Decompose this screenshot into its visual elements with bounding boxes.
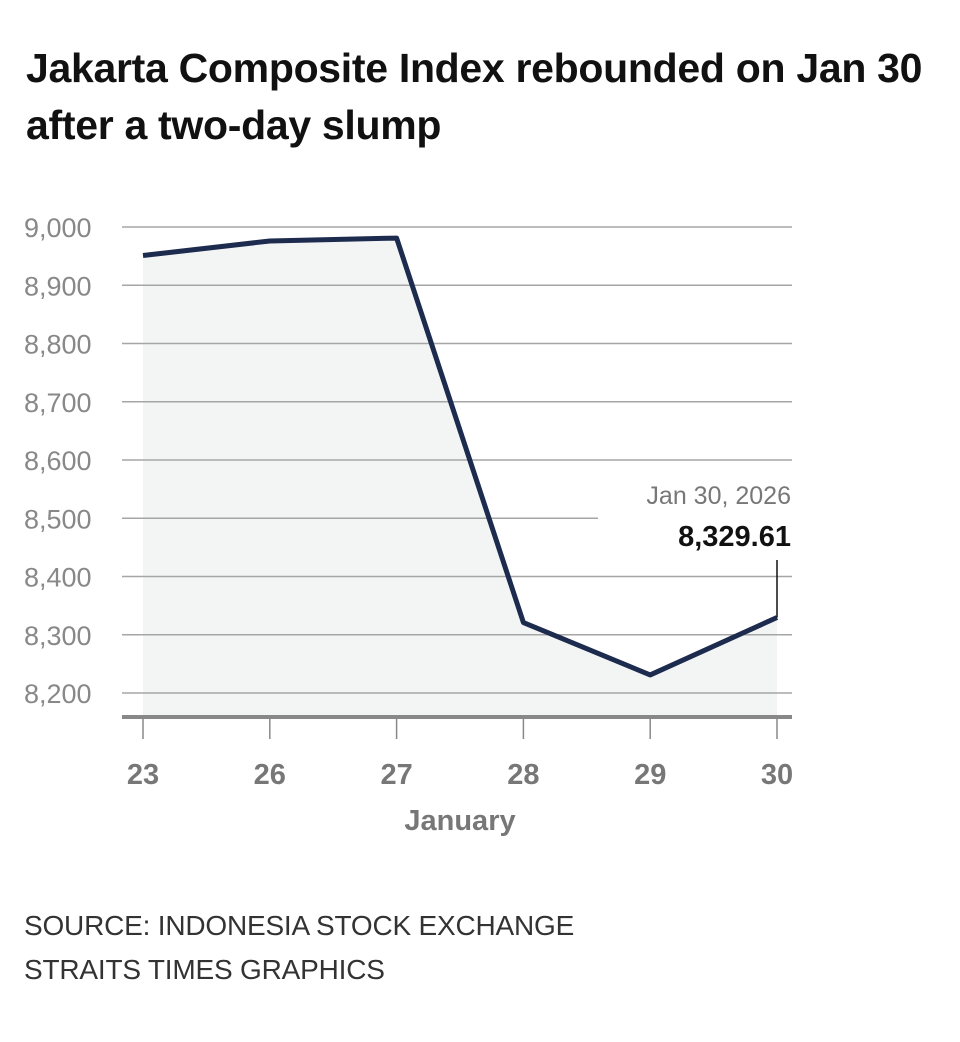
credit-note: STRAITS TIMES GRAPHICS [24,954,385,985]
y-tick-label: 8,700 [24,388,92,418]
y-tick-label: 9,000 [24,213,92,243]
y-tick-label: 8,900 [24,271,92,301]
x-tick-label: 28 [507,759,539,791]
x-tick-label: 27 [380,759,412,791]
x-tick-label: 30 [761,759,793,791]
source-note: SOURCE: INDONESIA STOCK EXCHANGE [24,910,575,941]
x-axis-title: January [404,805,515,837]
chart-title: Jakarta Composite Index rebounded on Jan… [26,45,923,148]
y-tick-label: 8,800 [24,330,92,360]
annotation-date: Jan 30, 2026 [646,482,791,510]
annotation-value: 8,329.61 [678,521,791,553]
x-tick-label: 26 [254,759,286,791]
x-tick-label: 29 [634,759,666,791]
y-tick-label: 8,300 [24,621,92,651]
y-tick-label: 8,400 [24,563,92,593]
index-line [142,235,779,678]
y-tick-label: 8,600 [24,446,92,476]
x-tick-label: 23 [127,759,159,791]
area-fill [143,238,777,717]
y-tick-label: 8,500 [24,504,92,534]
y-tick-label: 8,200 [24,679,92,709]
